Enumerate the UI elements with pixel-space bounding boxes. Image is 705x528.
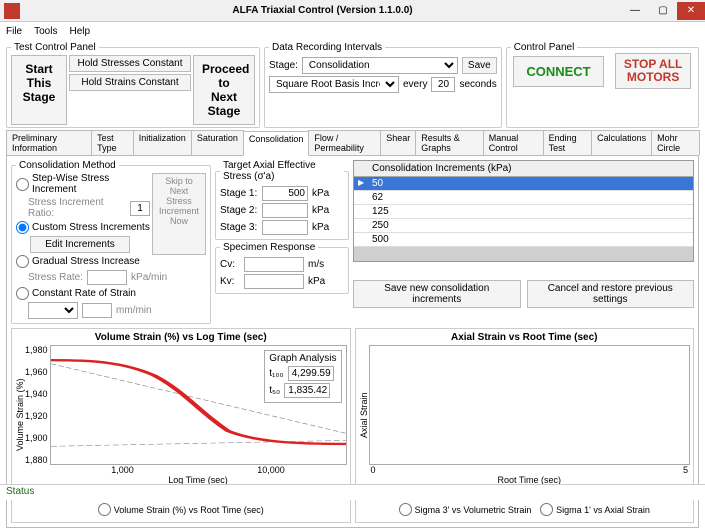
test-control-legend: Test Control Panel bbox=[11, 42, 99, 53]
rate-select[interactable] bbox=[28, 302, 78, 319]
c1-r2[interactable] bbox=[98, 503, 111, 516]
stress-rate-input[interactable] bbox=[87, 270, 127, 285]
tab-3[interactable]: Saturation bbox=[191, 130, 244, 155]
t100-input[interactable] bbox=[288, 366, 334, 381]
stage-label: Stage: bbox=[269, 60, 298, 71]
tab-9[interactable]: Ending Test bbox=[543, 130, 593, 155]
menu-help[interactable]: Help bbox=[69, 26, 90, 37]
control-panel-legend: Control Panel bbox=[511, 42, 578, 53]
save-recording-button[interactable]: Save bbox=[462, 57, 497, 74]
interval-input[interactable] bbox=[431, 77, 455, 92]
app-icon bbox=[4, 3, 20, 19]
minimize-button[interactable]: — bbox=[621, 2, 649, 20]
maximize-button[interactable]: ▢ bbox=[649, 2, 677, 20]
skip-button[interactable]: Skip to Next Stress Increment Now bbox=[152, 173, 206, 255]
kv-input[interactable] bbox=[244, 274, 304, 289]
cv-input[interactable] bbox=[244, 257, 304, 272]
tab-8[interactable]: Manual Control bbox=[483, 130, 544, 155]
tab-5[interactable]: Flow / Permeability bbox=[308, 130, 381, 155]
grid-row[interactable]: 50 bbox=[354, 177, 693, 191]
grid-row[interactable]: 250 bbox=[354, 219, 693, 233]
every-label: every bbox=[403, 79, 427, 90]
stage2-input[interactable] bbox=[262, 203, 308, 218]
ratio-input[interactable] bbox=[130, 201, 150, 216]
tab-0[interactable]: Preliminary Information bbox=[6, 130, 92, 155]
tab-6[interactable]: Shear bbox=[380, 130, 416, 155]
main-tabs: Preliminary InformationTest TypeInitiali… bbox=[6, 130, 699, 156]
stage3-input[interactable] bbox=[262, 220, 308, 235]
menu-tools[interactable]: Tools bbox=[34, 26, 57, 37]
status-bar: Status bbox=[0, 484, 705, 500]
recording-legend: Data Recording Intervals bbox=[269, 42, 385, 53]
c2-r3[interactable] bbox=[399, 503, 412, 516]
menu-file[interactable]: File bbox=[6, 26, 22, 37]
tab-11[interactable]: Mohr Circle bbox=[651, 130, 700, 155]
t50-input[interactable] bbox=[284, 383, 330, 398]
chart1-title: Volume Strain (%) vs Log Time (sec) bbox=[15, 332, 347, 343]
specimen-legend: Specimen Response bbox=[220, 242, 318, 253]
gradual-radio[interactable] bbox=[16, 255, 29, 268]
basis-select[interactable]: Square Root Basis Incremen bbox=[269, 76, 399, 93]
connect-button[interactable]: CONNECT bbox=[513, 56, 603, 87]
target-legend: Target Axial Effective Stress (σ'a) bbox=[220, 160, 344, 182]
window-title: ALFA Triaxial Control (Version 1.1.0.0) bbox=[24, 5, 621, 16]
stepwise-radio[interactable] bbox=[16, 178, 29, 191]
stage-select[interactable]: Consolidation bbox=[302, 57, 458, 74]
start-stage-button[interactable]: Start This Stage bbox=[11, 55, 67, 125]
proceed-next-stage-button[interactable]: Proceed to Next Stage bbox=[193, 55, 255, 125]
chart2-title: Axial Strain vs Root Time (sec) bbox=[359, 332, 691, 343]
rate-val-input[interactable] bbox=[82, 303, 112, 318]
chart2-plot[interactable] bbox=[369, 345, 691, 465]
tab-1[interactable]: Test Type bbox=[91, 130, 134, 155]
grid-row[interactable]: 125 bbox=[354, 205, 693, 219]
stop-motors-button[interactable]: STOP ALLMOTORS bbox=[615, 53, 691, 89]
close-button[interactable]: ✕ bbox=[677, 2, 705, 20]
hold-strains-button[interactable]: Hold Strains Constant bbox=[69, 74, 191, 91]
c2-r4[interactable] bbox=[540, 503, 553, 516]
grid-row[interactable]: 500 bbox=[354, 233, 693, 247]
save-increments-button[interactable]: Save new consolidation increments bbox=[353, 280, 521, 308]
hold-stresses-button[interactable]: Hold Stresses Constant bbox=[69, 55, 191, 72]
tab-2[interactable]: Initialization bbox=[133, 130, 192, 155]
tab-10[interactable]: Calculations bbox=[591, 130, 652, 155]
cancel-increments-button[interactable]: Cancel and restore previous settings bbox=[527, 280, 695, 308]
constrate-radio[interactable] bbox=[16, 287, 29, 300]
chart1-plot[interactable]: Graph Analysis t₁₀₀ t₅₀ bbox=[50, 345, 347, 465]
grid-row[interactable]: 62 bbox=[354, 191, 693, 205]
seconds-label: seconds bbox=[459, 79, 496, 90]
stage1-input[interactable] bbox=[262, 186, 308, 201]
consol-method-legend: Consolidation Method bbox=[16, 160, 119, 171]
grid-header: Consolidation Increments (kPa) bbox=[354, 161, 693, 177]
tab-7[interactable]: Results & Graphs bbox=[415, 130, 483, 155]
edit-increments-button[interactable]: Edit Increments bbox=[30, 236, 130, 253]
increments-grid[interactable]: Consolidation Increments (kPa) 506212525… bbox=[353, 160, 694, 262]
custom-radio[interactable] bbox=[16, 221, 29, 234]
tab-4[interactable]: Consolidation bbox=[243, 131, 310, 156]
